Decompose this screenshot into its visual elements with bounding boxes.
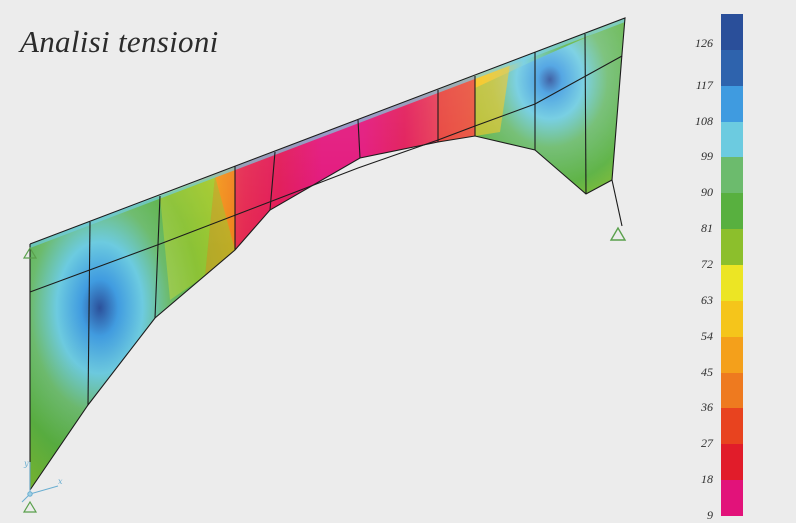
legend-swatch — [721, 444, 743, 480]
legend-label: 63 — [683, 293, 713, 308]
support-triangle-icon — [24, 502, 36, 512]
axis-label-y: y — [23, 459, 29, 468]
legend-label: 108 — [683, 114, 713, 129]
legend-swatch — [721, 14, 743, 50]
legend-label: 36 — [683, 400, 713, 415]
legend-label: 27 — [683, 436, 713, 451]
legend-swatch — [721, 301, 743, 337]
legend-swatch — [721, 373, 743, 409]
legend-label: 90 — [683, 185, 713, 200]
legend-swatch — [721, 229, 743, 265]
legend-swatch — [721, 122, 743, 158]
legend-label: 126 — [683, 36, 713, 51]
legend-label: 54 — [683, 329, 713, 344]
legend-swatch — [721, 50, 743, 86]
legend-label: 117 — [683, 78, 713, 93]
legend-swatch — [721, 265, 743, 301]
legend-swatch — [721, 157, 743, 193]
axis-label-x: x — [58, 477, 63, 486]
legend-label: 72 — [683, 257, 713, 272]
right-base-support — [611, 228, 625, 240]
legend-label: 99 — [683, 149, 713, 164]
legend-swatch — [721, 193, 743, 229]
legend-label: 18 — [683, 472, 713, 487]
legend-swatch — [721, 86, 743, 122]
support-triangle-icon — [611, 228, 625, 240]
legend-label: 81 — [683, 221, 713, 236]
legend-label: 45 — [683, 365, 713, 380]
legend-swatch — [721, 408, 743, 444]
legend-swatch — [721, 480, 743, 516]
left-base-support — [24, 502, 36, 512]
legend-swatch — [721, 337, 743, 373]
